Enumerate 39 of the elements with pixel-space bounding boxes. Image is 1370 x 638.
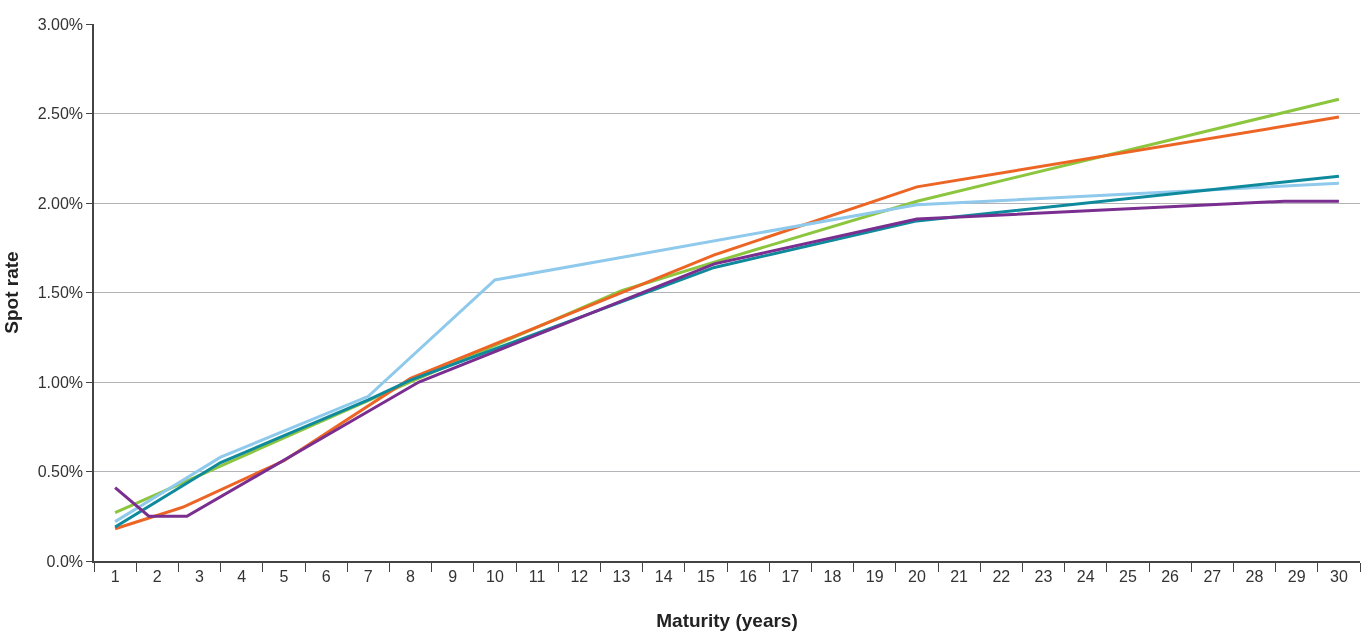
x-tick-label: 22 bbox=[992, 567, 1011, 585]
x-tick-label: 29 bbox=[1287, 567, 1306, 585]
x-tick-label: 25 bbox=[1119, 567, 1137, 585]
x-tick-label: 20 bbox=[908, 567, 926, 585]
x-tick-label: 24 bbox=[1076, 567, 1095, 585]
y-tick-label: 0.50% bbox=[37, 463, 84, 481]
x-tick-label: 3 bbox=[195, 567, 205, 585]
x-tick-label: 1 bbox=[110, 567, 120, 585]
x-tick-label: 19 bbox=[865, 567, 884, 585]
y-tick-label: 1.00% bbox=[37, 373, 84, 391]
x-tick-label: 2 bbox=[152, 567, 162, 585]
x-tick-label: 16 bbox=[739, 567, 758, 585]
x-tick-label: 26 bbox=[1161, 567, 1180, 585]
y-tick-label: 0.0% bbox=[46, 552, 84, 570]
x-tick-label: 11 bbox=[528, 567, 546, 585]
x-tick-label: 7 bbox=[363, 567, 373, 585]
x-tick-label: 27 bbox=[1203, 567, 1222, 585]
x-tick-label: 15 bbox=[697, 567, 715, 585]
x-tick-label: 5 bbox=[279, 567, 289, 585]
x-tick-label: 14 bbox=[654, 567, 673, 585]
x-tick-label: 21 bbox=[950, 567, 969, 585]
y-axis-title: Spot rate bbox=[1, 251, 23, 334]
x-tick-label: 18 bbox=[823, 567, 842, 585]
x-tick-label: 9 bbox=[448, 567, 458, 585]
x-tick-label: 23 bbox=[1034, 567, 1053, 585]
x-tick-label: 8 bbox=[406, 567, 416, 585]
x-tick-label: 10 bbox=[486, 567, 504, 585]
x-tick-label: 30 bbox=[1330, 567, 1348, 585]
y-tick-label: 2.00% bbox=[37, 194, 84, 212]
x-tick-label: 4 bbox=[237, 567, 247, 585]
x-tick-label: 6 bbox=[321, 567, 331, 585]
x-tick-label: 28 bbox=[1245, 567, 1264, 585]
x-tick-label: 12 bbox=[570, 567, 589, 585]
x-axis-title: Maturity (years) bbox=[656, 610, 798, 632]
y-tick-label: 1.50% bbox=[37, 284, 84, 302]
y-tick-label: 3.00% bbox=[37, 15, 84, 33]
y-tick-label: 2.50% bbox=[37, 105, 84, 123]
x-tick-label: 13 bbox=[612, 567, 631, 585]
x-tick-label: 17 bbox=[781, 567, 800, 585]
